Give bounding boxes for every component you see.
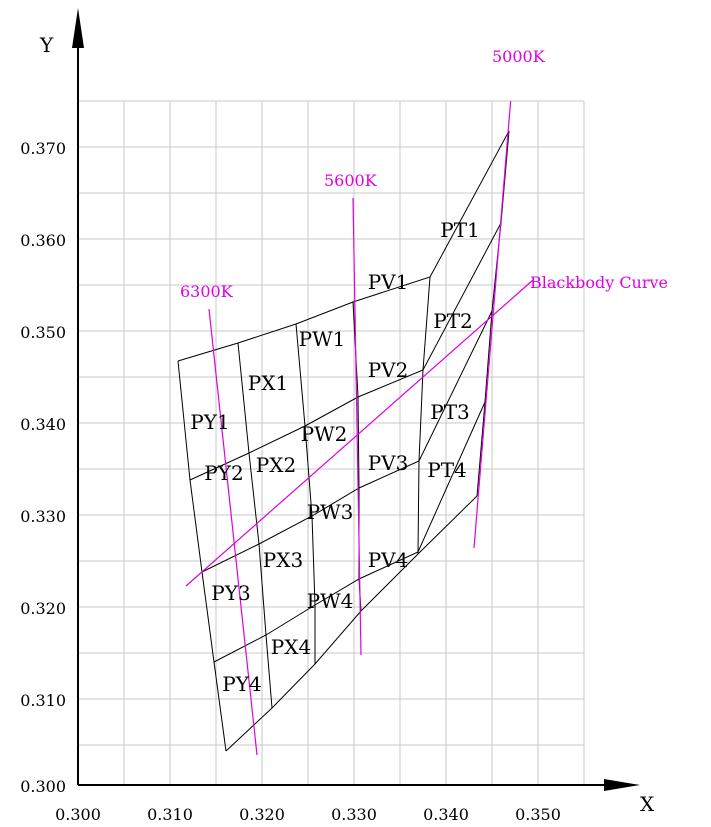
cct-label-5000k: 5000K	[492, 47, 546, 66]
bin-label-pw1: PW1	[299, 327, 346, 351]
y-tick-label: 0.370	[20, 139, 66, 158]
y-tick-label: 0.320	[20, 599, 66, 618]
bin-label-py4: PY4	[222, 672, 261, 696]
bin-label-pv2: PV2	[368, 358, 409, 382]
bin-boundary-x-w	[295, 323, 316, 664]
x-tick-label: 0.310	[147, 805, 193, 824]
bin-boundary-y-x	[237, 342, 273, 709]
blackbody-curve-line	[185, 279, 534, 587]
bin-boundary-bottom	[225, 495, 478, 752]
x-tick-label: 0.350	[515, 805, 561, 824]
cct-line-5000k	[473, 101, 512, 549]
blackbody-curve-label: Blackbody Curve	[530, 273, 668, 292]
bin-label-pw2: PW2	[301, 422, 348, 446]
bin-label-pv1: PV1	[368, 270, 409, 294]
y-tick-label: 0.360	[20, 231, 66, 250]
y-tick-label: 0.340	[20, 415, 66, 434]
bin-label-pt2: PT2	[433, 309, 473, 333]
bin-label-pt4: PT4	[427, 458, 467, 482]
x-tick-label: 0.330	[331, 805, 377, 824]
cct-line-5600k	[352, 197, 362, 656]
bin-label-pt1: PT1	[440, 218, 480, 242]
bin-label-py3: PY3	[211, 581, 250, 605]
bin-label-pv4: PV4	[368, 548, 409, 572]
y-axis-arrow	[72, 8, 84, 48]
bin-label-px4: PX4	[271, 635, 311, 659]
x-tick-label: 0.340	[423, 805, 469, 824]
x-tick-labels: 0.300 0.310 0.320 0.330 0.340 0.350	[55, 805, 561, 824]
cct-label-6300k: 6300K	[180, 282, 234, 301]
x-tick-label: 0.300	[55, 805, 101, 824]
cct-line-6300k	[208, 308, 258, 756]
bin-label-pw4: PW4	[307, 589, 354, 613]
x-axis-title: X	[640, 792, 655, 816]
bin-boundary-row-3-4	[213, 401, 486, 663]
bin-label-px3: PX3	[263, 548, 303, 572]
bin-label-pv3: PV3	[368, 451, 409, 475]
bin-boundary-row-1-2	[189, 222, 502, 481]
y-axis-title: Y	[39, 33, 54, 57]
grid	[78, 100, 585, 785]
y-tick-label: 0.310	[20, 691, 66, 710]
bin-label-py1: PY1	[190, 410, 229, 434]
cct-lines	[185, 101, 534, 756]
cct-label-5600k: 5600K	[324, 171, 378, 190]
bin-label-pt3: PT3	[430, 400, 470, 424]
bin-label-pw3: PW3	[307, 500, 354, 524]
x-tick-label: 0.320	[239, 805, 285, 824]
bin-label-px2: PX2	[256, 453, 296, 477]
y-tick-labels: 0.370 0.360 0.350 0.340 0.330 0.320 0.31…	[20, 139, 66, 796]
bin-boundary-row-2-3	[201, 310, 493, 573]
bin-labels: PY1 PY2 PY3 PY4 PX1 PX2 PX3 PX4 PW1 PW2 …	[190, 218, 479, 696]
y-tick-label: 0.350	[20, 323, 66, 342]
y-tick-label: 0.300	[20, 777, 66, 796]
bin-label-py2: PY2	[204, 461, 243, 485]
bin-boundary-top	[177, 130, 510, 362]
y-tick-label: 0.330	[20, 507, 66, 526]
bin-boundary-v-t	[417, 276, 431, 554]
x-axis-arrow	[604, 779, 640, 791]
bin-label-px1: PX1	[248, 371, 288, 395]
